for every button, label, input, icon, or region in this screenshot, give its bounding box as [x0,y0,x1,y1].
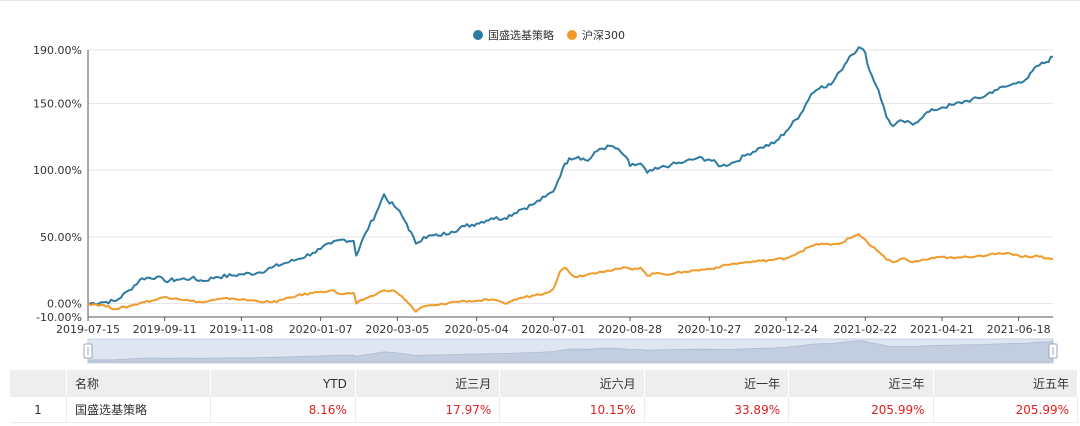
top-divider [0,0,1080,1]
y-tick-label: 100.00% [33,164,82,177]
y-axis: 190.00% 150.00% 100.00% 50.00% 0.00%-10.00% [33,44,89,324]
header-3m: 近三月 [355,370,501,397]
x-tick-label: 2020-01-07 [289,323,353,336]
y-tick-label: -10.00% [36,311,82,324]
header-1y: 近一年 [644,370,790,397]
data-zoom-slider[interactable] [83,338,1058,364]
y-tick-label: 190.00% [33,44,82,57]
x-tick-label: 2021-06-18 [987,323,1051,336]
header-3y: 近三年 [788,370,934,397]
x-tick-label: 2020-10-27 [677,323,741,336]
legend-label-2: 沪深300 [582,28,625,42]
x-tick-label: 2020-12-24 [754,323,818,336]
x-tick-label: 2020-07-01 [521,323,585,336]
y-tick-label: 150.00% [33,97,82,110]
header-index [10,370,67,397]
x-tick-label: 2020-03-05 [365,323,429,336]
cell-5y: 205.99% [933,397,1079,423]
cell-3m: 17.97% [355,397,501,423]
x-tick-label: 2020-05-04 [445,323,509,336]
row-index: 1 [10,397,67,423]
table-header-row: 名称 YTD 近三月 近六月 近一年 近三年 近五年 [10,370,1079,397]
performance-chart: 国盛选基策略 沪深300 190.00% 150.00% 100.00% 50.00% 0… [33,28,1058,364]
legend-marker-1 [473,30,483,40]
row-name: 国盛选基策略 [66,397,212,423]
x-axis: 2019-07-15 2019-09-11 2019-11-08 2020-01-07… [56,316,1053,336]
y-tick-label: 0.00% [47,298,82,311]
table-row[interactable]: 1 国盛选基策略 8.16% 17.97% 10.15% 33.89% 205.… [10,397,1079,423]
series-line-1 [87,46,1054,306]
series-line-2 [87,233,1054,313]
performance-table: 名称 YTD 近三月 近六月 近一年 近三年 近五年 1 国盛选基策略 8.16… [10,370,1079,423]
legend-marker-2 [567,30,577,40]
cell-3y: 205.99% [788,397,934,423]
x-tick-label: 2020-08-28 [598,323,662,336]
chart-grid [88,49,1053,318]
x-tick-label: 2019-09-11 [133,323,197,336]
x-tick-label: 2021-04-21 [910,323,974,336]
cell-ytd: 8.16% [210,397,356,423]
y-tick-label: 50.00% [40,231,82,244]
cell-6m: 10.15% [499,397,645,423]
header-6m: 近六月 [499,370,645,397]
header-name: 名称 [66,370,212,397]
x-tick-label: 2019-11-08 [209,323,273,336]
chart-legend: 国盛选基策略 沪深300 [473,28,625,42]
header-5y: 近五年 [933,370,1079,397]
x-tick-label: 2019-07-15 [56,323,120,336]
chart-series [87,46,1054,313]
legend-label-1: 国盛选基策略 [488,28,554,42]
x-tick-label: 2021-02-22 [833,323,897,336]
cell-1y: 33.89% [644,397,790,423]
zoom-preview [87,340,1054,363]
header-ytd: YTD [210,370,356,397]
